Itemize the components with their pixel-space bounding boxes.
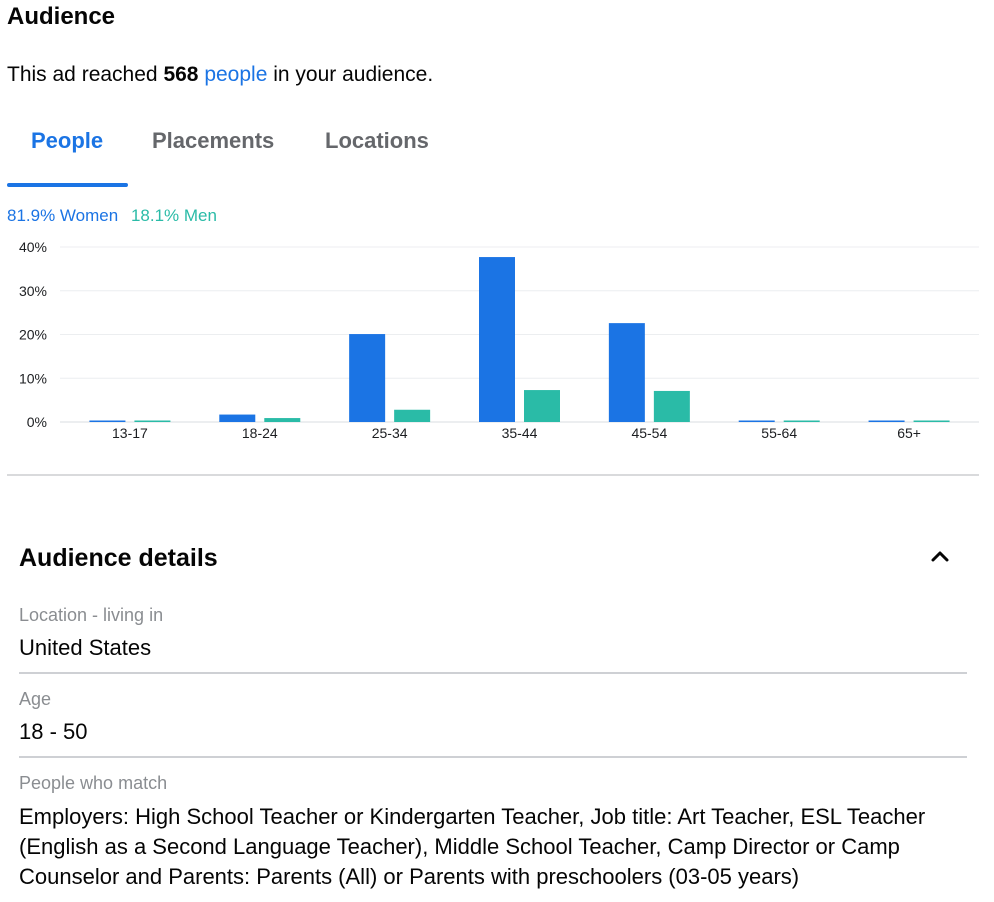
x-tick-label: 65+	[897, 425, 921, 441]
reach-summary: This ad reached 568 people in your audie…	[7, 63, 433, 87]
bar-men-13-17	[134, 420, 171, 422]
age-label: Age	[19, 689, 52, 709]
bar-women-65+	[868, 420, 905, 422]
x-tick-label: 55-64	[761, 425, 797, 441]
tab-placements[interactable]: Placements	[152, 128, 275, 153]
location-value: United States	[19, 635, 152, 660]
reach-count: 568	[163, 63, 199, 86]
age-value: 18 - 50	[19, 719, 88, 744]
chevron-up-icon[interactable]	[926, 542, 954, 570]
reach-prefix: This ad reached	[7, 63, 164, 86]
people-match-field: People who match Employers: High School …	[19, 773, 967, 892]
bar-men-35-44	[524, 390, 560, 422]
location-label: Location - living in	[19, 605, 164, 625]
age-gender-bar-chart: 0% 10% 20% 30% 40% 13-17 18-24 25-34 35-44 45-54 5…	[19, 239, 979, 441]
y-tick-label: 10%	[19, 370, 47, 386]
women-percentage: 81.9% Women	[7, 206, 119, 225]
location-field: Location - living in United States	[19, 605, 967, 661]
y-tick-label: 20%	[19, 327, 47, 343]
bar-women-45-54	[608, 323, 645, 422]
field-divider	[19, 756, 967, 758]
active-tab-indicator	[7, 183, 128, 187]
bar-women-25-34	[349, 334, 386, 422]
y-tick-label: 40%	[19, 239, 47, 255]
bar-men-45-54	[653, 390, 690, 422]
y-tick-label: 0%	[27, 414, 47, 430]
bar-women-18-24	[219, 414, 256, 422]
x-tick-label: 13-17	[112, 425, 148, 441]
bar-men-18-24	[264, 418, 301, 422]
bar-women-13-17	[89, 420, 126, 422]
x-tick-label: 45-54	[631, 425, 667, 441]
x-tick-label: 18-24	[242, 425, 278, 441]
tab-people[interactable]: People	[31, 128, 104, 153]
audience-tabs: People Placements Locations	[7, 108, 507, 188]
bar-women-35-44	[479, 257, 515, 422]
y-tick-label: 30%	[19, 283, 47, 299]
bar-men-65+	[913, 420, 950, 422]
audience-title: Audience	[7, 3, 116, 30]
x-tick-label: 25-34	[372, 425, 408, 441]
audience-details-title: Audience details	[19, 544, 218, 572]
bar-men-55-64	[783, 420, 820, 422]
bar-men-25-34	[394, 409, 431, 422]
men-percentage: 18.1% Men	[130, 206, 217, 225]
reach-suffix: in your audience.	[267, 63, 434, 86]
people-match-value: Employers: High School Teacher or Kinder…	[19, 804, 926, 889]
people-match-label: People who match	[19, 773, 168, 793]
age-field: Age 18 - 50	[19, 689, 967, 745]
gender-split: 81.9% Women 18.1% Men	[7, 206, 217, 226]
x-tick-label: 35-44	[502, 425, 538, 441]
people-link[interactable]: people	[204, 63, 268, 86]
bar-women-55-64	[738, 420, 775, 422]
tab-locations[interactable]: Locations	[325, 128, 429, 153]
field-divider	[19, 672, 967, 674]
chart-divider	[7, 474, 979, 476]
